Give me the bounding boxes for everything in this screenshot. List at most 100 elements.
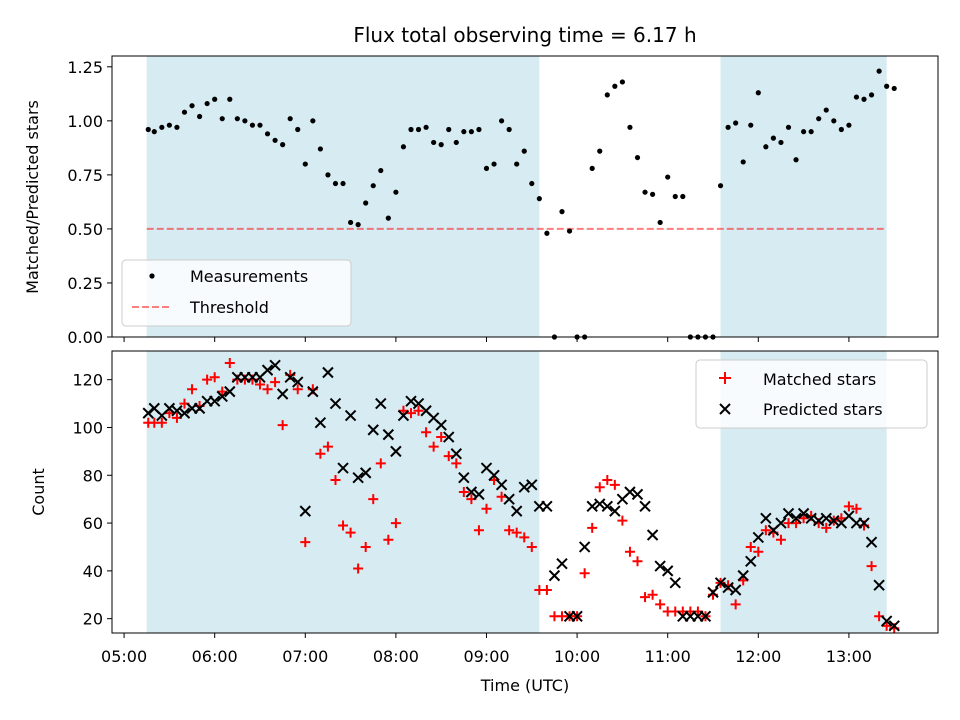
measurement-point [506, 126, 512, 133]
measurement-point [385, 215, 391, 221]
matched-stars-point [738, 575, 749, 586]
predicted-stars-point [601, 500, 614, 513]
predicted-stars-point [729, 584, 742, 596]
predicted-stars-point [654, 560, 666, 572]
predicted-stars-point [669, 577, 681, 589]
measurement-point [514, 161, 520, 167]
y-tick-label: 1.00 [67, 112, 103, 131]
matched-stars-point [624, 546, 635, 557]
legend-measurements-label: Measurements [190, 267, 308, 286]
measurement-point [793, 157, 799, 163]
matched-stars-point [851, 503, 862, 514]
predicted-stars-point [782, 507, 795, 520]
measurement-point [498, 118, 505, 124]
y-tick-label: 40 [83, 562, 103, 581]
measurement-point [884, 83, 890, 89]
matched-stars-point [775, 534, 786, 545]
predicted-stars-point [745, 555, 757, 568]
matched-stars-point [730, 599, 741, 610]
y-tick-label: 1.25 [67, 58, 103, 77]
predicted-stars-point [510, 505, 523, 517]
measurement-point [536, 196, 542, 202]
matched-stars-point [277, 420, 288, 431]
measurement-point [816, 116, 822, 122]
matched-stars-point [322, 441, 333, 452]
count-legend: Matched stars Predicted stars [695, 359, 928, 429]
predicted-stars-point [858, 517, 870, 529]
x-tick-label: 12:00 [735, 647, 781, 666]
matched-stars-point [428, 441, 439, 452]
ratio-axes-frame [111, 55, 939, 338]
y-tick-label: 0.50 [67, 220, 103, 239]
predicted-stars-point [503, 493, 515, 505]
measurement-point [529, 180, 535, 187]
legend-matched-label: Matched stars [763, 370, 876, 389]
matched-stars-point [519, 532, 530, 543]
measurement-point [242, 118, 248, 124]
x-axis-label: Time (UTC) [480, 676, 569, 695]
matched-stars-point [504, 525, 515, 536]
matched-stars-point [224, 357, 235, 368]
predicted-stars-point [292, 376, 304, 388]
matched-stars-point [315, 448, 326, 459]
predicted-stars-point [375, 397, 387, 410]
x-tick-label: 13:00 [826, 647, 872, 666]
measurement-point [627, 124, 633, 130]
predicted-stars-point [639, 500, 651, 513]
matched-stars-point [836, 513, 847, 524]
matched-stars-point [451, 458, 462, 469]
series-measurements [145, 68, 897, 340]
count-y-axis-label: Count [29, 468, 48, 516]
legend-matched-marker [719, 372, 731, 384]
measurement-point [264, 131, 271, 137]
measurement-point [785, 124, 792, 130]
predicted-stars-point [382, 428, 395, 441]
measurement-point [347, 219, 354, 226]
predicted-stars-point [609, 505, 621, 517]
y-tick-label: 20 [83, 610, 103, 629]
x-tick-label: 09:00 [463, 647, 509, 666]
measurement-point [770, 135, 777, 141]
predicted-stars-point [322, 366, 334, 379]
predicted-stars-point [307, 385, 319, 398]
predicted-stars-point [661, 565, 674, 577]
measurement-point [257, 122, 263, 128]
predicted-stars-point [390, 445, 402, 458]
matched-stars-point [458, 487, 469, 497]
matched-stars-point [405, 408, 416, 419]
predicted-stars-point [571, 610, 583, 622]
predicted-stars-point [352, 471, 364, 484]
measurement-point [295, 126, 301, 133]
predicted-stars-point [760, 512, 772, 524]
matched-stars-point [640, 592, 651, 603]
measurement-point [174, 124, 180, 130]
observing-window-shade [720, 56, 887, 337]
predicted-stars-point [594, 498, 606, 510]
predicted-stars-point [586, 500, 598, 513]
predicted-stars-point [722, 581, 734, 594]
predicted-stars-point [284, 371, 296, 383]
x-tick-label: 06:00 [192, 647, 238, 666]
predicted-stars-point [163, 402, 176, 415]
measurement-point [325, 172, 331, 178]
count-panel: 20 40 60 80 100 120 05:00 06:00 07:00 08:00 09:00… [29, 350, 939, 695]
predicted-stars-point [314, 416, 327, 429]
measurement-point [634, 154, 641, 161]
y-tick-label: 80 [83, 466, 103, 485]
matched-stars-point [383, 534, 394, 545]
measurement-point [649, 191, 656, 197]
measurement-point [544, 230, 550, 236]
measurement-point [604, 92, 610, 98]
measurement-point [808, 129, 814, 135]
predicted-stars-point [299, 505, 311, 517]
y-tick-label: 0.75 [67, 166, 103, 185]
ratio-legend: Measurements Threshold [121, 259, 352, 327]
predicted-stars-point [495, 479, 508, 491]
measurement-point [145, 126, 151, 133]
matched-stars-point [300, 537, 311, 548]
matched-stars-point [270, 377, 281, 388]
matched-stars-point [262, 384, 273, 395]
measurement-point [725, 124, 731, 130]
matched-stars-point [368, 494, 379, 505]
measurement-point [717, 183, 724, 189]
